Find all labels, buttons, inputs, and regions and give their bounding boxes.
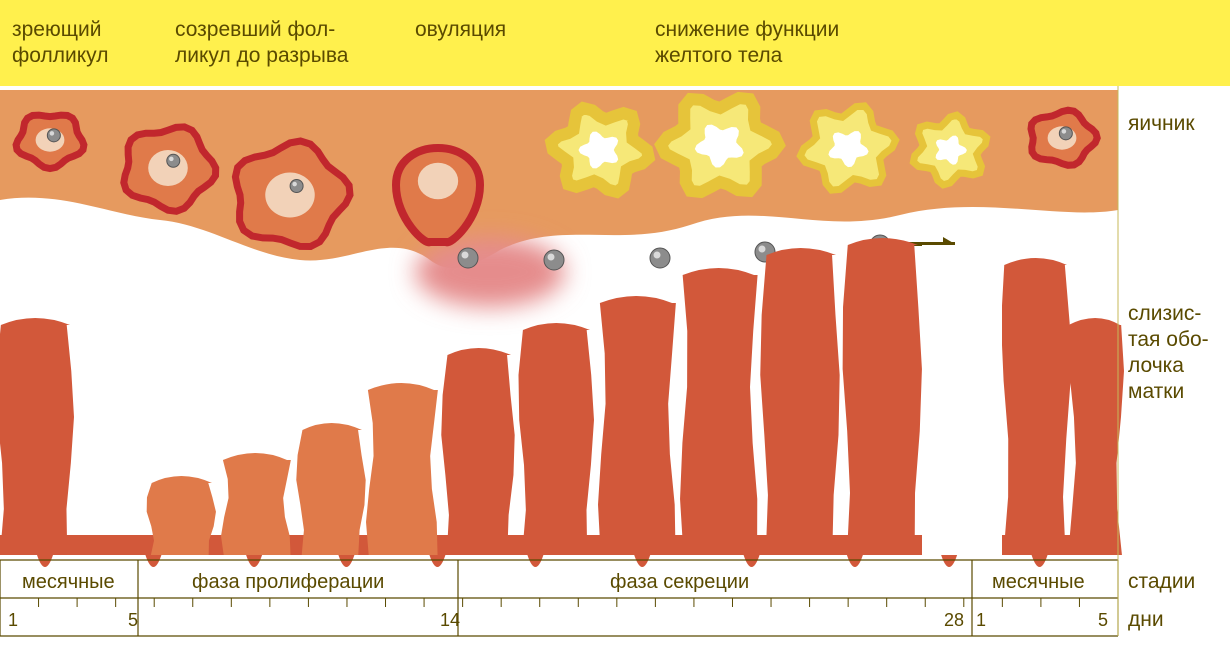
egg-cell	[167, 154, 180, 167]
svg-text:желтого тела: желтого тела	[655, 44, 783, 67]
egg-cell	[1059, 127, 1072, 140]
day-label: 5	[1098, 610, 1108, 630]
side-labels: яичник слизис-тая обо-лочка матки	[1128, 112, 1209, 403]
svg-text:лочка: лочка	[1128, 354, 1184, 377]
label-days: дни	[1128, 608, 1164, 631]
header-band	[0, 0, 1230, 86]
label-stages: стадии	[1128, 570, 1195, 593]
egg-cell	[650, 248, 670, 268]
phase-label: месячные	[22, 571, 115, 593]
label-ovary: яичник	[1128, 112, 1195, 135]
egg-cell	[290, 180, 303, 193]
egg-cell	[47, 129, 60, 142]
day-label: 1	[976, 610, 986, 630]
egg-cell	[544, 250, 564, 270]
menstrual-cycle-diagram: зреющий фолликул созревший фол-ликул до ра…	[0, 0, 1230, 650]
phase-label: фаза секреции	[610, 571, 749, 593]
timeline: месячные фаза пролиферации фаза секреции ме…	[0, 560, 1195, 636]
egg-cell	[458, 248, 478, 268]
label-ovulation: овуляция	[415, 18, 506, 41]
label-follicle-mature: созревший фол-	[175, 18, 335, 41]
phase-label: месячные	[992, 571, 1085, 593]
svg-text:слизис-: слизис-	[1128, 302, 1201, 325]
phase-label: фаза пролиферации	[192, 571, 384, 593]
day-label: 14	[440, 610, 460, 630]
day-label: 5	[128, 610, 138, 630]
day-label: 1	[8, 610, 18, 630]
label-endometrium: матки	[1128, 380, 1184, 403]
label-follicle-maturing: зреющий	[12, 18, 101, 41]
label-corpus-decline: снижение функции	[655, 18, 839, 41]
svg-text:фолликул: фолликул	[12, 44, 108, 67]
svg-text:тая обо-: тая обо-	[1128, 328, 1209, 351]
svg-text:ликул до разрыва: ликул до разрыва	[175, 44, 349, 67]
day-label: 28	[944, 610, 964, 630]
ovulation-glow	[415, 237, 565, 307]
follicle_rupture	[396, 148, 480, 242]
